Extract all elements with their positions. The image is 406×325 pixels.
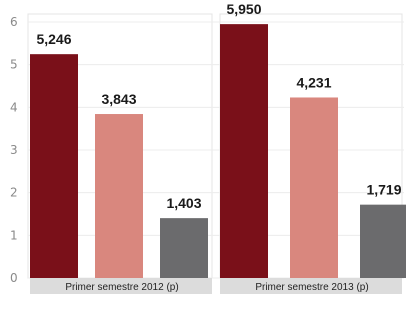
data-label: 1,403	[166, 195, 201, 211]
data-label: 5,246	[36, 31, 71, 47]
bar	[220, 24, 268, 279]
y-tick-label: 6	[10, 15, 18, 29]
data-label: 1,719	[366, 182, 401, 198]
data-label: 4,231	[296, 74, 331, 90]
category-band	[220, 278, 402, 294]
category-label: Primer semestre 2013 (p)	[255, 282, 368, 293]
y-axis: 0 1 2 3 4 5 6	[10, 15, 18, 285]
y-tick-label: 0	[10, 271, 18, 285]
y-tick-label: 5	[10, 58, 18, 72]
y-tick-label: 3	[10, 143, 18, 157]
bar	[290, 97, 338, 279]
bar	[30, 54, 78, 278]
bar	[95, 114, 143, 278]
y-tick-label: 2	[10, 186, 18, 200]
y-tick-label: 4	[10, 100, 18, 114]
category-band	[30, 278, 212, 294]
category-label: Primer semestre 2012 (p)	[65, 282, 178, 293]
x-axis: Primer semestre 2012 (p) Primer semestre …	[30, 278, 402, 294]
bars	[30, 24, 406, 279]
y-tick-label: 1	[10, 228, 18, 242]
bar	[160, 218, 208, 278]
group-panels	[27, 13, 403, 279]
data-label: 5,950	[226, 1, 261, 17]
bar	[360, 204, 406, 278]
gridlines	[28, 21, 404, 279]
data-labels: 5,246 5,950 3,843 4,231 1,403 1,719	[36, 1, 401, 211]
data-label: 3,843	[101, 91, 136, 107]
